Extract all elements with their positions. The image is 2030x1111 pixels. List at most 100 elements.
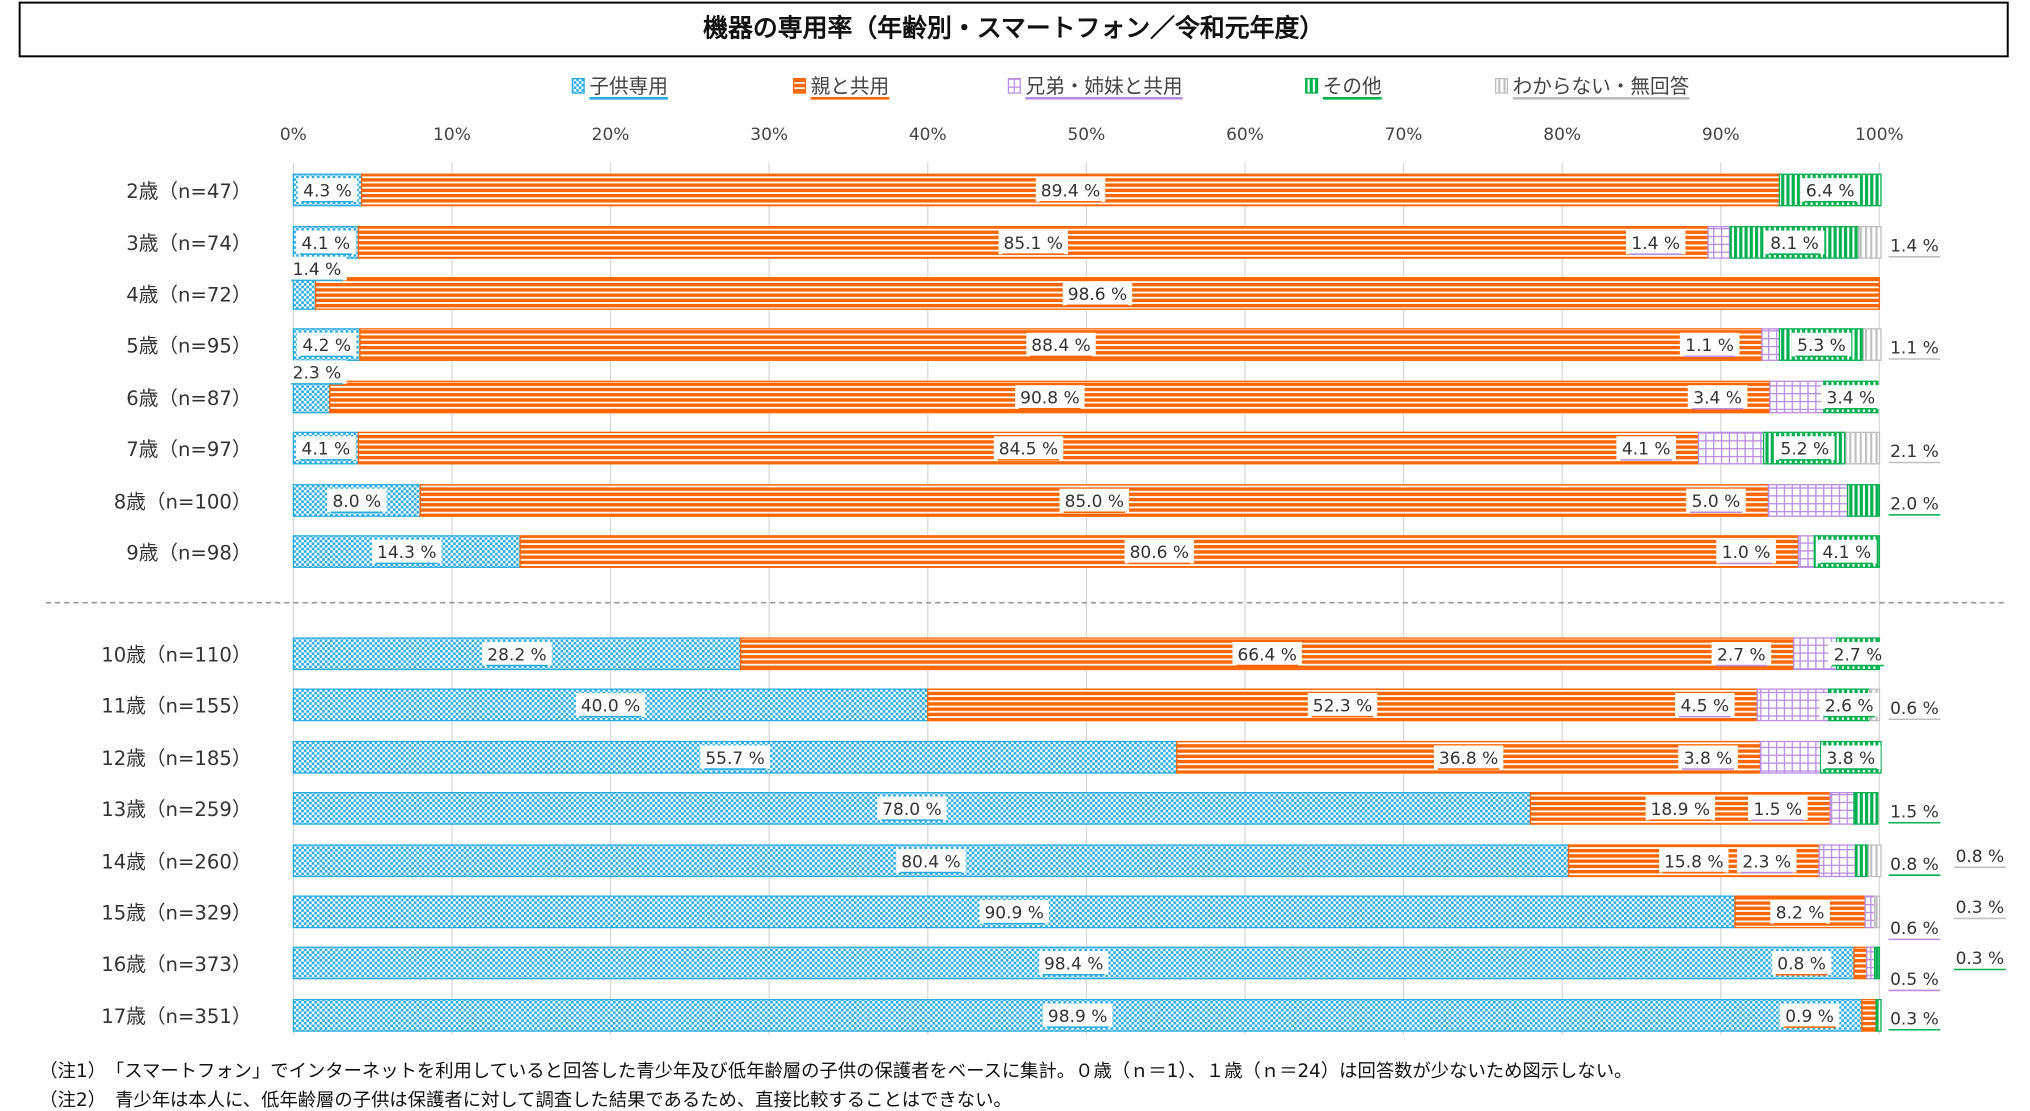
data-label-bg [1616, 436, 1676, 460]
data-label-bg [372, 539, 442, 564]
bar-segment [1707, 225, 1731, 259]
data-label: 2.7 % [1834, 645, 1883, 665]
data-label-bg [1307, 693, 1378, 717]
data-label: 1.4 % [293, 260, 342, 280]
data-label-bg [1232, 641, 1302, 666]
data-label-bg [1884, 491, 1945, 515]
x-tick-label: 50% [1067, 125, 1105, 145]
legend-item: その他 [1323, 75, 1382, 98]
bar-segment [1853, 946, 1868, 980]
bar-segment [1867, 844, 1882, 878]
note-1: （注1） 「スマートフォン」でインターネットを利用していると回答した青少年及び低… [39, 1061, 1632, 1082]
data-labels: 4.3 % 89.4 % 6.4 % 4.1 % 85.1 % 1.4 % 8.1 % 1.4… [287, 178, 2010, 1031]
data-label: 1.4 % [1631, 234, 1680, 254]
data-label-bg [1819, 693, 1880, 717]
data-label: 0.5 % [1890, 970, 1939, 990]
data-label: 4.3 % [303, 182, 352, 202]
data-label-bg [1884, 915, 1945, 940]
data-label: 3.4 % [1693, 389, 1742, 409]
x-tick-label: 0% [280, 125, 307, 145]
data-label-bg [1686, 488, 1746, 513]
x-tick-label: 10% [433, 125, 471, 145]
data-label: 2.3 % [293, 364, 342, 384]
x-tick-label: 30% [750, 125, 788, 145]
data-label-bg [1716, 539, 1776, 564]
data-label-bg [1015, 385, 1085, 409]
data-label: 3.4 % [1827, 389, 1876, 409]
legend-swatch-icon [1305, 77, 1319, 94]
data-label: 1.1 % [1890, 339, 1939, 359]
category-label: 4歳（n=72） [126, 283, 251, 306]
bar-segment [1873, 946, 1881, 980]
data-label: 5.0 % [1692, 492, 1741, 512]
data-label-bg [1884, 233, 1945, 257]
data-label-bg [1026, 332, 1096, 357]
data-label-bg [296, 436, 356, 460]
data-label-bg [296, 230, 356, 255]
category-label: 3歳（n=74） [126, 232, 251, 255]
data-label-bg [1124, 539, 1195, 564]
legend-swatch-icon [793, 77, 807, 94]
x-tick-label: 100% [1855, 125, 1904, 145]
data-label: 80.4 % [901, 852, 960, 872]
title-box [18, 1, 2009, 58]
data-label: 85.1 % [1004, 234, 1063, 254]
data-label-bg [1625, 230, 1686, 255]
data-label: 40.0 % [581, 696, 640, 716]
data-label-bg [296, 332, 357, 357]
data-label-bg [1950, 894, 2010, 919]
data-label: 5.2 % [1781, 440, 1830, 460]
data-label-bg [1775, 436, 1835, 460]
data-label-bg [1659, 848, 1729, 873]
data-label-bg [1711, 641, 1772, 666]
data-label-bg [1038, 951, 1109, 975]
data-label: 1.5 % [1754, 800, 1803, 820]
category-label: 7歳（n=97） [126, 438, 251, 461]
data-label: 85.0 % [1065, 492, 1124, 512]
data-label-bg [1062, 281, 1133, 306]
category-label: 10歳（n=110） [101, 644, 251, 667]
data-label-bg [1678, 745, 1738, 770]
data-label-bg [1884, 851, 1945, 876]
category-label: 5歳（n=95） [126, 334, 251, 357]
data-label: 2.0 % [1890, 495, 1939, 515]
data-label-bg [896, 848, 966, 873]
bar-segment [1847, 484, 1881, 517]
legend-item: 親と共用 [811, 75, 889, 98]
data-label-bg [1675, 693, 1735, 717]
category-label: 8歳（n=100） [114, 490, 252, 513]
legend-item: 子供専用 [589, 75, 667, 98]
data-label: 0.8 % [1890, 855, 1939, 875]
legend-swatch-icon [1494, 77, 1509, 94]
legend-item: わからない・無回答 [1513, 75, 1690, 98]
data-label-bg [1791, 332, 1852, 357]
bar-segment [292, 277, 317, 310]
bar-segment [1797, 535, 1816, 568]
data-label: 8.0 % [332, 492, 381, 512]
data-label: 4.1 % [302, 234, 351, 254]
x-axis-ticks: 0% 10% 20% 30% 40% 50% 60% 70% 80% 90% 100% [280, 125, 1904, 145]
data-label: 3.8 % [1827, 749, 1876, 769]
data-label: 0.3 % [1956, 949, 2005, 969]
legend: 子供専用 親と共用 兄弟・姉妹と共用 その他 わからない・無回答 [571, 75, 1690, 100]
data-label-bg [877, 796, 947, 821]
data-label: 4.5 % [1681, 696, 1730, 716]
data-label-bg [1433, 745, 1504, 770]
data-label-bg [1679, 332, 1740, 357]
legend-swatch-icon [1007, 77, 1021, 94]
data-label: 2.3 % [1742, 852, 1791, 872]
data-label-bg [1035, 178, 1106, 202]
data-label: 15.8 % [1664, 852, 1723, 872]
data-label: 55.7 % [705, 749, 764, 769]
bar-segment [1873, 895, 1881, 929]
data-label-bg [297, 178, 358, 202]
data-label: 0.9 % [1785, 1007, 1834, 1027]
data-label-bg [1764, 230, 1825, 255]
category-label: 15歳（n=329） [101, 902, 251, 925]
data-label: 78.0 % [882, 800, 941, 820]
category-label: 11歳（n=155） [101, 695, 251, 718]
data-label: 2.6 % [1825, 696, 1874, 716]
data-label-bg [1884, 438, 1945, 463]
data-label-bg [1059, 488, 1130, 513]
data-label-bg [482, 641, 552, 666]
